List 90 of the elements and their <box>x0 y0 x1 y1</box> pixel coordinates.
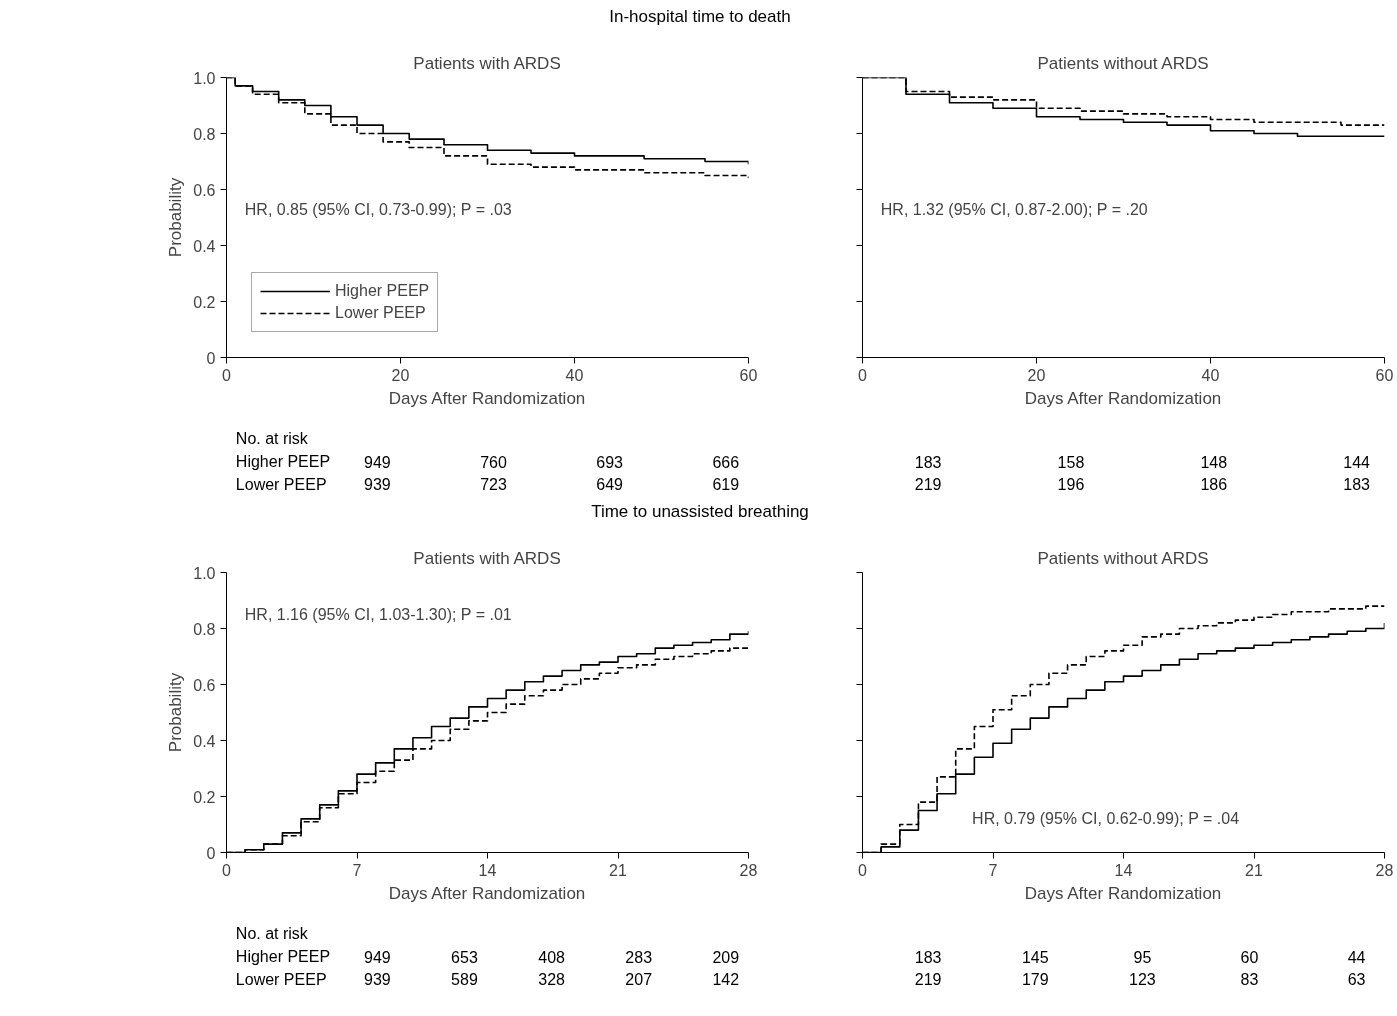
text: 949 <box>364 948 391 966</box>
text: 196 <box>1057 476 1085 494</box>
y-tick-label: 0 <box>206 844 216 862</box>
y-tick-label: 0 <box>206 349 216 367</box>
text: 186 <box>1200 476 1228 494</box>
text: 949 <box>364 453 391 471</box>
annotation: HR, 0.79 (95% CI, 0.62-0.99); P = .04 <box>972 810 1240 828</box>
x-axis-title: Days After Randomization <box>1024 883 1222 903</box>
text: Lower PEEP <box>235 970 327 988</box>
text: 207 <box>625 971 653 989</box>
x-tick-label: 0 <box>222 366 232 384</box>
x-axis-title: Days After Randomization <box>388 883 586 903</box>
text: 666 <box>712 453 740 471</box>
text: 760 <box>480 453 507 471</box>
annotation: HR, 1.32 (95% CI, 0.87-2.00); P = .20 <box>880 200 1148 218</box>
x-tick-label: 60 <box>739 366 758 384</box>
text: No. at risk <box>235 430 309 448</box>
x-tick-label: 28 <box>739 861 758 879</box>
text: 83 <box>1240 971 1259 989</box>
y-tick-label: 1.0 <box>193 69 216 87</box>
x-tick-label: 14 <box>478 861 497 879</box>
text: 183 <box>1343 476 1371 494</box>
y-tick-label: 0.2 <box>193 293 216 311</box>
text: Lower PEEP <box>235 475 327 493</box>
y-tick-label: 0.8 <box>193 125 216 143</box>
y-tick-label: 0.4 <box>193 732 216 750</box>
x-tick-label: 0 <box>858 366 868 384</box>
chart-subtitle: Patients without ARDS <box>1037 548 1209 568</box>
text: 95 <box>1133 948 1152 966</box>
x-tick-label: 14 <box>1114 861 1133 879</box>
x-tick-label: 7 <box>988 861 998 879</box>
text: 653 <box>451 948 478 966</box>
text: 723 <box>480 476 507 494</box>
x-tick-label: 0 <box>858 861 868 879</box>
y-axis-title: Probability <box>166 177 186 258</box>
x-axis-title: Days After Randomization <box>388 388 586 408</box>
x-tick-label: 21 <box>609 861 627 879</box>
y-axis-title: Probability <box>166 672 186 753</box>
chart-title: In-hospital time to death <box>609 6 791 28</box>
x-tick-label: 20 <box>391 366 410 384</box>
text: 219 <box>914 971 942 989</box>
text: 60 <box>1240 948 1259 966</box>
text: 939 <box>364 971 391 989</box>
y-tick-label: 0.8 <box>193 620 216 638</box>
text: 158 <box>1057 453 1085 471</box>
chart-subtitle: Patients with ARDS <box>413 548 561 568</box>
annotation: HR, 1.16 (95% CI, 1.03-1.30); P = .01 <box>244 606 512 623</box>
y-tick-label: 0.6 <box>193 676 216 694</box>
x-tick-label: 40 <box>1201 366 1220 384</box>
text: 144 <box>1343 453 1371 471</box>
x-tick-label: 28 <box>1375 861 1394 879</box>
x-tick-label: 40 <box>565 366 584 384</box>
text: 142 <box>712 971 740 989</box>
text: 123 <box>1129 971 1156 989</box>
text: No. at risk <box>235 925 309 943</box>
x-axis-title: Days After Randomization <box>1024 388 1222 408</box>
text: 44 <box>1347 948 1366 966</box>
text: 219 <box>914 476 942 494</box>
y-tick-label: 0.6 <box>193 181 216 199</box>
text: 693 <box>596 453 624 471</box>
annotation: HR, 0.85 (95% CI, 0.73-0.99); P = .03 <box>244 200 512 218</box>
text: 939 <box>364 476 391 494</box>
text: 179 <box>1021 971 1049 989</box>
text: 408 <box>538 948 566 966</box>
text: 145 <box>1021 948 1049 966</box>
text: 328 <box>538 971 566 989</box>
y-tick-label: 0.4 <box>193 237 216 255</box>
chart-subtitle: Patients with ARDS <box>413 53 561 73</box>
x-tick-label: 0 <box>222 861 232 879</box>
text: 283 <box>625 948 653 966</box>
text: Higher PEEP <box>235 453 331 470</box>
text: 589 <box>451 971 478 989</box>
x-tick-label: 21 <box>1245 861 1263 879</box>
y-tick-label: 0.2 <box>193 788 216 806</box>
chart-title: Time to unassisted breathing <box>591 501 809 523</box>
legend-label: Lower PEEP <box>335 304 426 322</box>
y-tick-label: 1.0 <box>193 564 216 582</box>
x-tick-label: 60 <box>1375 366 1394 384</box>
text: Higher PEEP <box>235 948 331 965</box>
text: 649 <box>596 476 624 494</box>
text: 183 <box>914 453 942 471</box>
x-tick-label: 20 <box>1027 366 1046 384</box>
text: 148 <box>1200 453 1228 471</box>
text: 209 <box>712 948 740 966</box>
x-tick-label: 7 <box>352 861 362 879</box>
legend-label: Higher PEEP <box>335 282 430 300</box>
chart-subtitle: Patients without ARDS <box>1037 53 1209 73</box>
text: 63 <box>1347 971 1366 989</box>
text: 619 <box>712 476 740 494</box>
text: 183 <box>914 948 942 966</box>
